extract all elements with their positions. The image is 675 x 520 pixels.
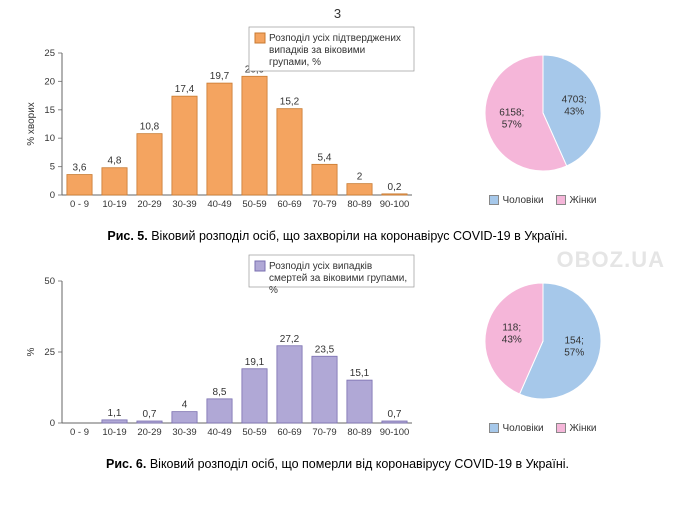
svg-text:80-89: 80-89 xyxy=(347,427,371,438)
fig6-caption: Рис. 6. Віковий розподіл осіб, що померл… xyxy=(0,451,675,479)
svg-text:25: 25 xyxy=(44,347,55,358)
fig6-bar-panel: 0 25 50% 0 - 9 1,1 10-19 0,7 20-29 4 30-39 8,5 40-4… xyxy=(20,251,430,451)
fig6-pie-chart: 154;57% 118;43% xyxy=(448,269,638,419)
fig5-pie-legend: Чоловіки Жінки xyxy=(489,195,597,206)
female-swatch xyxy=(556,423,566,433)
svg-text:20-29: 20-29 xyxy=(137,199,161,210)
svg-text:43%: 43% xyxy=(564,106,584,117)
svg-text:70-79: 70-79 xyxy=(312,199,336,210)
svg-text:50-59: 50-59 xyxy=(242,199,266,210)
svg-text:випадків за віковими: випадків за віковими xyxy=(269,45,365,56)
svg-text:43%: 43% xyxy=(501,334,521,345)
svg-text:17,4: 17,4 xyxy=(175,84,195,95)
svg-text:15,1: 15,1 xyxy=(350,368,370,379)
svg-text:90-100: 90-100 xyxy=(380,427,410,438)
page-number: 3 xyxy=(0,0,675,23)
svg-text:57%: 57% xyxy=(501,119,521,130)
svg-text:154;: 154; xyxy=(564,335,583,346)
svg-text:групами, %: групами, % xyxy=(269,57,321,68)
svg-text:4703;: 4703; xyxy=(561,94,586,105)
svg-text:20-29: 20-29 xyxy=(137,427,161,438)
legend-female-label: Жінки xyxy=(570,195,597,206)
svg-text:1,1: 1,1 xyxy=(108,408,122,419)
male-swatch xyxy=(489,423,499,433)
svg-text:4: 4 xyxy=(182,400,188,411)
svg-text:118;: 118; xyxy=(502,322,521,333)
svg-text:15,2: 15,2 xyxy=(280,97,300,108)
legend-male-label: Чоловіки xyxy=(503,423,544,434)
svg-text:10-19: 10-19 xyxy=(102,427,126,438)
svg-text:60-69: 60-69 xyxy=(277,199,301,210)
svg-text:50-59: 50-59 xyxy=(242,427,266,438)
svg-text:%: % xyxy=(26,347,37,356)
svg-text:0: 0 xyxy=(50,190,55,201)
svg-text:0 - 9: 0 - 9 xyxy=(70,427,89,438)
svg-text:0 - 9: 0 - 9 xyxy=(70,199,89,210)
svg-text:5,4: 5,4 xyxy=(318,152,332,163)
svg-text:60-69: 60-69 xyxy=(277,427,301,438)
svg-text:19,1: 19,1 xyxy=(245,357,265,368)
figure-5: 0510152025% хворих3,60 - 94,810-1910,820… xyxy=(0,23,675,223)
svg-text:8,5: 8,5 xyxy=(213,387,227,398)
svg-text:23,5: 23,5 xyxy=(315,344,335,355)
fig5-caption-prefix: Рис. 5. xyxy=(107,229,147,243)
svg-text:57%: 57% xyxy=(564,347,584,358)
svg-text:30-39: 30-39 xyxy=(172,199,196,210)
svg-text:10: 10 xyxy=(44,133,55,144)
svg-text:Розподіл усіх підтверджених: Розподіл усіх підтверджених xyxy=(269,33,401,44)
svg-text:15: 15 xyxy=(44,105,55,116)
svg-text:40-49: 40-49 xyxy=(207,199,231,210)
svg-text:5: 5 xyxy=(50,162,55,173)
svg-text:смертей за віковими групами,: смертей за віковими групами, xyxy=(269,273,407,284)
svg-text:6158;: 6158; xyxy=(499,107,524,118)
svg-text:10,8: 10,8 xyxy=(140,122,160,133)
fig5-pie-panel: 4703;43% 6158;57% Чоловіки Жінки xyxy=(430,41,655,206)
svg-text:4,8: 4,8 xyxy=(108,156,122,167)
svg-text:%: % xyxy=(269,285,278,296)
svg-text:% хворих: % хворих xyxy=(26,102,37,146)
male-swatch xyxy=(489,195,499,205)
fig6-pie-panel: 154;57% 118;43% Чоловіки Жінки xyxy=(430,269,655,434)
svg-text:25: 25 xyxy=(44,48,55,59)
fig5-caption: Рис. 5. Віковий розподіл осіб, що захвор… xyxy=(0,223,675,251)
svg-text:0: 0 xyxy=(50,418,55,429)
svg-text:40-49: 40-49 xyxy=(207,427,231,438)
svg-text:30-39: 30-39 xyxy=(172,427,196,438)
fig5-caption-text: Віковий розподіл осіб, що захворіли на к… xyxy=(151,229,567,243)
svg-text:20: 20 xyxy=(44,76,55,87)
female-swatch xyxy=(556,195,566,205)
svg-text:80-89: 80-89 xyxy=(347,199,371,210)
fig6-pie-legend: Чоловіки Жінки xyxy=(489,423,597,434)
svg-text:90-100: 90-100 xyxy=(380,199,410,210)
legend-male-label: Чоловіки xyxy=(503,195,544,206)
fig5-bar-chart: 0510152025% хворих3,60 - 94,810-1910,820… xyxy=(20,23,420,223)
svg-text:0,7: 0,7 xyxy=(388,409,402,420)
legend-female-label: Жінки xyxy=(570,423,597,434)
svg-text:3,6: 3,6 xyxy=(73,163,87,174)
svg-text:0,2: 0,2 xyxy=(388,182,402,193)
fig6-bar-chart: 0 25 50% 0 - 9 1,1 10-19 0,7 20-29 4 30-39 8,5 40-4… xyxy=(20,251,420,451)
svg-text:0,7: 0,7 xyxy=(143,409,157,420)
svg-text:50: 50 xyxy=(44,276,55,287)
fig6-caption-prefix: Рис. 6. xyxy=(106,457,146,471)
svg-text:70-79: 70-79 xyxy=(312,427,336,438)
fig5-pie-chart: 4703;43% 6158;57% xyxy=(448,41,638,191)
svg-text:Розподіл усіх випадків: Розподіл усіх випадків xyxy=(269,261,372,272)
fig6-caption-text: Віковий розподіл осіб, що померли від ко… xyxy=(150,457,569,471)
svg-text:27,2: 27,2 xyxy=(280,334,300,345)
fig5-bar-panel: 0510152025% хворих3,60 - 94,810-1910,820… xyxy=(20,23,430,223)
svg-text:2: 2 xyxy=(357,172,363,183)
svg-text:10-19: 10-19 xyxy=(102,199,126,210)
figure-6: 0 25 50% 0 - 9 1,1 10-19 0,7 20-29 4 30-39 8,5 40-4… xyxy=(0,251,675,451)
svg-text:19,7: 19,7 xyxy=(210,71,230,82)
